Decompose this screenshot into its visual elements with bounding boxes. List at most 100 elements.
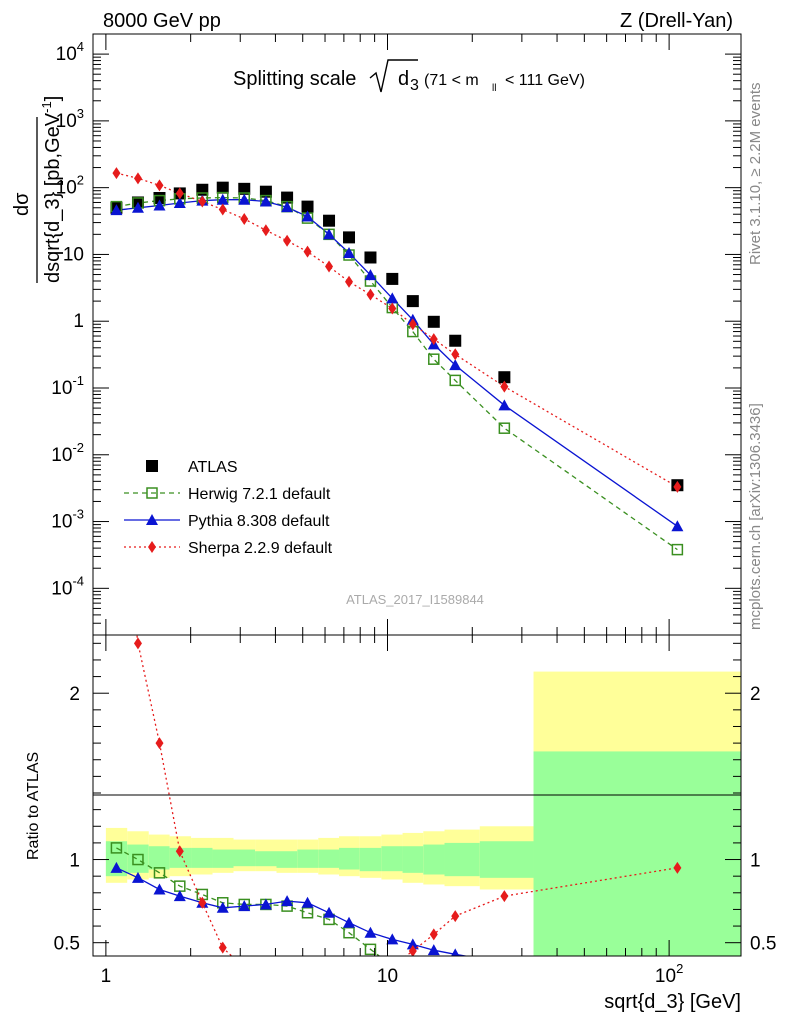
data-point xyxy=(673,480,682,493)
legend-label: Sherpa 2.2.9 default xyxy=(188,540,333,557)
data-point xyxy=(500,380,509,393)
y-tick-label: 10-1 xyxy=(51,373,84,399)
data-point xyxy=(281,201,294,213)
band-inner xyxy=(381,846,403,872)
band-inner xyxy=(533,751,741,956)
title-cut-sub: ll xyxy=(492,83,496,94)
legend-marker xyxy=(146,460,158,472)
ratio-point xyxy=(110,861,123,873)
y-tick-label: 103 xyxy=(56,106,84,132)
data-point xyxy=(671,543,684,556)
x-tick-labels: 1 10 102 xyxy=(101,961,684,987)
y-tick-label: 10 xyxy=(63,244,84,265)
ratio-line xyxy=(116,847,381,956)
band-inner xyxy=(255,851,277,867)
main-tick-marks: 10-4 10-3 10-2 10-1 1 10 102 103 104 xyxy=(51,33,741,636)
ratio-tick-label-right: 2 xyxy=(750,684,761,705)
ratio-point xyxy=(132,853,144,866)
ratio-point xyxy=(216,901,229,913)
ratio-point xyxy=(451,948,460,956)
band-inner xyxy=(233,849,256,867)
data-point xyxy=(323,228,336,240)
ylabel-numerator: dσ xyxy=(11,192,33,216)
data-point xyxy=(343,247,356,259)
ratio-point xyxy=(238,900,251,912)
ratio-point xyxy=(429,928,438,941)
ratio-point xyxy=(110,842,123,854)
data-point xyxy=(259,185,272,198)
data-point xyxy=(388,302,397,315)
data-point xyxy=(364,251,377,264)
data-point xyxy=(408,318,417,331)
ratio-point xyxy=(406,938,419,950)
y-tick-label: 102 xyxy=(56,173,84,199)
ratio-point xyxy=(259,898,272,910)
data-point xyxy=(406,295,419,308)
legend-label: Pythia 8.308 default xyxy=(188,513,330,530)
ratio-point xyxy=(133,637,142,650)
ratio-point xyxy=(427,944,440,956)
ratio-series-layer xyxy=(110,635,682,956)
data-point xyxy=(386,292,399,304)
data-point xyxy=(449,374,461,387)
y-axis-label: dσ dsqrt{d_3} [pb,GeV-1] xyxy=(11,96,64,283)
band-inner xyxy=(212,849,234,868)
data-point xyxy=(671,520,684,532)
data-point xyxy=(428,353,440,365)
legend-marker xyxy=(146,487,158,499)
main-panel: 10-4 10-3 10-2 10-1 1 10 102 103 104 xyxy=(51,33,742,636)
data-point xyxy=(216,181,229,194)
legend-label: Herwig 7.2.1 default xyxy=(188,486,331,503)
ratio-point xyxy=(386,933,399,945)
ratio-point xyxy=(451,910,460,923)
band-inner xyxy=(127,844,149,873)
data-point xyxy=(238,182,251,195)
ratio-point xyxy=(153,867,166,879)
title-main: Splitting scale xyxy=(233,68,356,90)
data-point xyxy=(345,275,354,288)
data-point xyxy=(155,179,164,192)
band-inner xyxy=(402,846,424,873)
data-point xyxy=(498,399,511,411)
band-inner xyxy=(339,847,360,870)
ratio-point xyxy=(301,907,314,919)
process-label: Z (Drell-Yan) xyxy=(620,10,733,32)
ratio-point xyxy=(281,895,294,907)
data-point xyxy=(386,272,399,285)
legend-marker xyxy=(146,514,158,525)
ratio-point xyxy=(673,861,682,874)
ratio-point xyxy=(364,943,377,956)
main-series-layer xyxy=(110,167,684,556)
legend: ATLAS Herwig 7.2.1 default Pythia 8.308 de… xyxy=(124,459,333,557)
ratio-point xyxy=(173,890,186,902)
band-inner xyxy=(359,847,382,872)
data-point xyxy=(216,193,229,205)
x-tick-label: 10 xyxy=(377,966,398,987)
data-point xyxy=(131,201,144,213)
ratio-point xyxy=(131,871,144,883)
y-tick-label: 1 xyxy=(73,311,84,332)
ratio-point xyxy=(323,906,336,918)
ratio-tick-marks: 0.5 0.5 1 1 2 2 xyxy=(54,635,776,956)
title-cut-open: (71 < m xyxy=(424,72,479,89)
band-inner xyxy=(191,847,213,868)
y-tick-label: 104 xyxy=(56,39,84,65)
data-point xyxy=(175,187,184,200)
data-point xyxy=(112,167,121,180)
data-point xyxy=(110,204,123,216)
band-inner xyxy=(169,847,192,868)
ratio-point xyxy=(175,845,184,858)
rivet-label: Rivet 3.1.10, ≥ 2.2M events xyxy=(747,83,764,266)
band-inner xyxy=(423,844,445,875)
data-point xyxy=(343,231,356,244)
data-point xyxy=(259,195,272,207)
series-line xyxy=(116,199,678,527)
plot-title: Splitting scale d 3 (71 < m ll < 111 GeV… xyxy=(233,59,585,94)
band-inner xyxy=(318,849,340,868)
data-point xyxy=(325,260,334,273)
ratio-series-clipped xyxy=(110,635,682,956)
x-axis-label: sqrt{d_3} [GeV] xyxy=(604,991,741,1013)
title-d-index: 3 xyxy=(410,77,419,94)
data-point xyxy=(429,333,438,346)
